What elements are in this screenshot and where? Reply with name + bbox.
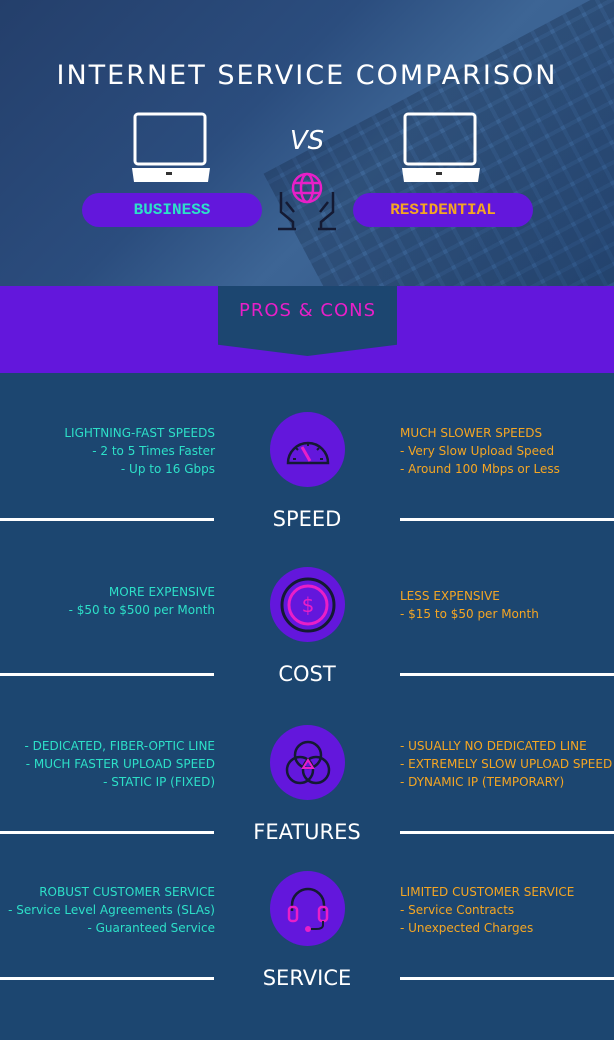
vs-label: VS: [289, 126, 325, 156]
residential-point: - Around 100 Mbps or Less: [400, 462, 560, 476]
page-title: INTERNET SERVICE COMPARISON: [56, 60, 558, 91]
divider-line: [400, 673, 614, 676]
svg-text:$: $: [301, 593, 314, 617]
section-label: SERVICE: [262, 966, 352, 990]
residential-point: - Service Contracts: [400, 903, 515, 917]
business-points: MORE EXPENSIVE - $50 to $500 per Month: [69, 583, 215, 619]
business-point: - DEDICATED, FIBER-OPTIC LINE: [24, 739, 215, 753]
business-points: ROBUST CUSTOMER SERVICE - Service Level A…: [8, 883, 215, 937]
residential-point: - DYNAMIC IP (TEMPORARY): [400, 775, 565, 789]
divider-line: [400, 518, 614, 521]
divider-line: [0, 518, 214, 521]
business-points: LIGHTNING-FAST SPEEDS - 2 to 5 Times Fast…: [64, 424, 215, 478]
pros-cons-tab: [218, 286, 397, 356]
business-point: - MUCH FASTER UPLOAD SPEED: [25, 757, 215, 771]
residential-points: - USUALLY NO DEDICATED LINE - EXTREMELY S…: [400, 737, 612, 791]
section-label: COST: [278, 662, 336, 686]
headset-icon: [270, 871, 345, 946]
section-label: SPEED: [272, 507, 342, 531]
residential-points: MUCH SLOWER SPEEDS - Very Slow Upload Spe…: [400, 424, 560, 478]
business-point: - Service Level Agreements (SLAs): [8, 903, 215, 917]
business-point: - 2 to 5 Times Faster: [92, 444, 215, 458]
section-cost: MORE EXPENSIVE - $50 to $500 per Month LES…: [0, 567, 614, 736]
residential-point: - Unexpected Charges: [400, 921, 534, 935]
residential-point: MUCH SLOWER SPEEDS: [400, 426, 543, 440]
hero-header: INTERNET SERVICE COMPARISON VS BUSINESS …: [0, 0, 614, 286]
speedometer-icon: [270, 412, 345, 487]
business-point: - Guaranteed Service: [87, 921, 215, 935]
residential-point: LIMITED CUSTOMER SERVICE: [400, 885, 575, 899]
section-service: ROBUST CUSTOMER SERVICE - Service Level A…: [0, 871, 614, 1040]
business-point: - STATIC IP (FIXED): [103, 775, 215, 789]
residential-point: - USUALLY NO DEDICATED LINE: [400, 739, 587, 753]
residential-point: - EXTREMELY SLOW UPLOAD SPEED: [400, 757, 613, 771]
residential-points: LESS EXPENSIVE - $15 to $50 per Month: [400, 587, 539, 623]
divider-line: [0, 977, 214, 980]
business-point: - $50 to $500 per Month: [68, 603, 215, 617]
venn-circles-icon: [270, 725, 345, 800]
divider-line: [0, 673, 214, 676]
business-point: ROBUST CUSTOMER SERVICE: [39, 885, 215, 899]
residential-point: - $15 to $50 per Month: [400, 607, 539, 621]
laptop-icon: [132, 112, 210, 182]
residential-point: LESS EXPENSIVE: [400, 589, 500, 603]
business-point: MORE EXPENSIVE: [108, 585, 215, 599]
dollar-coin-icon: $: [270, 567, 345, 642]
divider-line: [400, 831, 614, 834]
section-speed: LIGHTNING-FAST SPEEDS - 2 to 5 Times Fast…: [0, 412, 614, 581]
pros-cons-title: PROS & CONS: [238, 300, 377, 321]
business-point: LIGHTNING-FAST SPEEDS: [64, 426, 215, 440]
section-features: - DEDICATED, FIBER-OPTIC LINE - MUCH FAST…: [0, 725, 614, 894]
business-pill: BUSINESS: [82, 193, 262, 227]
divider-line: [0, 831, 214, 834]
business-points: - DEDICATED, FIBER-OPTIC LINE - MUCH FAST…: [25, 737, 215, 791]
hands-globe-icon: [278, 172, 336, 231]
residential-point: - Very Slow Upload Speed: [400, 444, 555, 458]
residential-pill: RESIDENTIAL: [353, 193, 533, 227]
laptop-icon: [402, 112, 480, 182]
section-label: FEATURES: [253, 820, 361, 844]
business-point: - Up to 16 Gbps: [120, 462, 215, 476]
residential-points: LIMITED CUSTOMER SERVICE - Service Contra…: [400, 883, 574, 937]
divider-line: [400, 977, 614, 980]
